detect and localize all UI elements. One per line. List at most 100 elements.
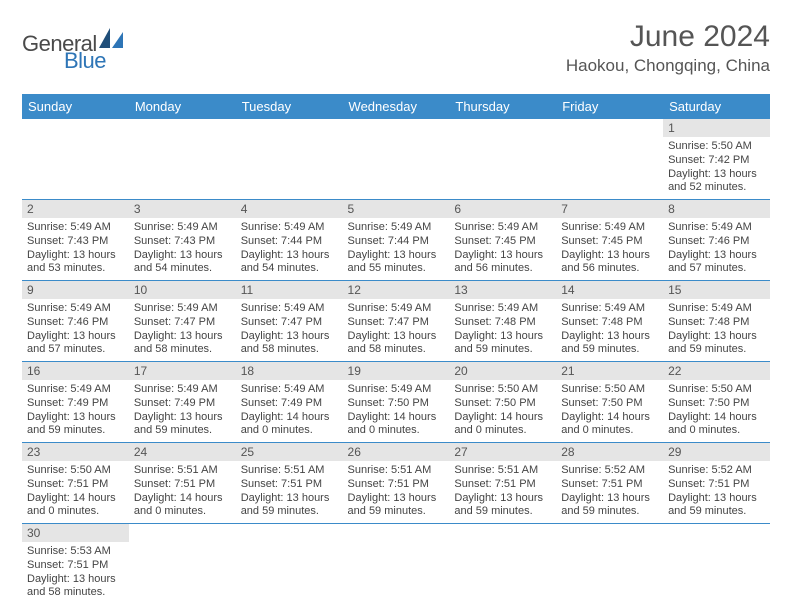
day-details: Sunrise: 5:50 AMSunset: 7:51 PMDaylight:… [22,461,129,523]
daylight-text: Daylight: 13 hours and 52 minutes. [668,168,765,196]
day-number: 27 [449,443,556,461]
day-details: Sunrise: 5:49 AMSunset: 7:47 PMDaylight:… [236,299,343,361]
calendar-day-cell [556,524,663,605]
calendar-day-cell: 29Sunrise: 5:52 AMSunset: 7:51 PMDayligh… [663,443,770,524]
sunrise-text: Sunrise: 5:49 AM [668,302,765,316]
sunset-text: Sunset: 7:48 PM [668,316,765,330]
sunset-text: Sunset: 7:47 PM [241,316,338,330]
day-number [663,524,770,542]
sunrise-text: Sunrise: 5:51 AM [134,464,231,478]
day-number [449,119,556,137]
day-number: 26 [343,443,450,461]
daylight-text: Daylight: 13 hours and 59 minutes. [561,330,658,358]
calendar-table: Sunday Monday Tuesday Wednesday Thursday… [22,94,770,604]
day-details: Sunrise: 5:49 AMSunset: 7:47 PMDaylight:… [129,299,236,361]
calendar-day-cell: 23Sunrise: 5:50 AMSunset: 7:51 PMDayligh… [22,443,129,524]
day-number: 19 [343,362,450,380]
day-number: 20 [449,362,556,380]
day-number [129,524,236,542]
day-details: Sunrise: 5:49 AMSunset: 7:46 PMDaylight:… [663,218,770,280]
day-details: Sunrise: 5:49 AMSunset: 7:49 PMDaylight:… [22,380,129,442]
day-details: Sunrise: 5:49 AMSunset: 7:43 PMDaylight:… [129,218,236,280]
sunset-text: Sunset: 7:46 PM [27,316,124,330]
day-details: Sunrise: 5:49 AMSunset: 7:49 PMDaylight:… [129,380,236,442]
day-number: 8 [663,200,770,218]
sunrise-text: Sunrise: 5:50 AM [668,383,765,397]
sunset-text: Sunset: 7:42 PM [668,154,765,168]
calendar-day-cell: 18Sunrise: 5:49 AMSunset: 7:49 PMDayligh… [236,362,343,443]
sunrise-text: Sunrise: 5:51 AM [454,464,551,478]
sunrise-text: Sunrise: 5:51 AM [241,464,338,478]
day-number: 3 [129,200,236,218]
sunrise-text: Sunrise: 5:50 AM [668,140,765,154]
weekday-header-row: Sunday Monday Tuesday Wednesday Thursday… [22,94,770,119]
sunset-text: Sunset: 7:43 PM [134,235,231,249]
daylight-text: Daylight: 13 hours and 59 minutes. [454,330,551,358]
sunrise-text: Sunrise: 5:51 AM [348,464,445,478]
day-details: Sunrise: 5:49 AMSunset: 7:49 PMDaylight:… [236,380,343,442]
day-number: 13 [449,281,556,299]
calendar-day-cell: 11Sunrise: 5:49 AMSunset: 7:47 PMDayligh… [236,281,343,362]
day-number: 30 [22,524,129,542]
day-details: Sunrise: 5:49 AMSunset: 7:45 PMDaylight:… [449,218,556,280]
sunrise-text: Sunrise: 5:53 AM [27,545,124,559]
calendar-day-cell: 9Sunrise: 5:49 AMSunset: 7:46 PMDaylight… [22,281,129,362]
day-details: Sunrise: 5:49 AMSunset: 7:48 PMDaylight:… [663,299,770,361]
daylight-text: Daylight: 13 hours and 57 minutes. [668,249,765,277]
calendar-day-cell: 15Sunrise: 5:49 AMSunset: 7:48 PMDayligh… [663,281,770,362]
logo-text-blue: Blue [64,48,106,73]
daylight-text: Daylight: 14 hours and 0 minutes. [27,492,124,520]
weekday-header: Sunday [22,94,129,119]
calendar-day-cell: 13Sunrise: 5:49 AMSunset: 7:48 PMDayligh… [449,281,556,362]
sunrise-text: Sunrise: 5:49 AM [561,221,658,235]
daylight-text: Daylight: 13 hours and 59 minutes. [241,492,338,520]
daylight-text: Daylight: 13 hours and 59 minutes. [27,411,124,439]
day-number: 6 [449,200,556,218]
day-details: Sunrise: 5:50 AMSunset: 7:50 PMDaylight:… [663,380,770,442]
sunrise-text: Sunrise: 5:49 AM [27,383,124,397]
calendar-day-cell [343,119,450,200]
day-number: 4 [236,200,343,218]
day-details: Sunrise: 5:49 AMSunset: 7:43 PMDaylight:… [22,218,129,280]
sunrise-text: Sunrise: 5:49 AM [134,383,231,397]
day-number: 11 [236,281,343,299]
sunset-text: Sunset: 7:48 PM [561,316,658,330]
daylight-text: Daylight: 13 hours and 57 minutes. [27,330,124,358]
calendar-day-cell [556,119,663,200]
daylight-text: Daylight: 13 hours and 59 minutes. [668,330,765,358]
weekday-header: Friday [556,94,663,119]
day-number: 22 [663,362,770,380]
day-number: 24 [129,443,236,461]
weekday-header: Saturday [663,94,770,119]
day-number: 15 [663,281,770,299]
weekday-header: Thursday [449,94,556,119]
calendar-day-cell: 22Sunrise: 5:50 AMSunset: 7:50 PMDayligh… [663,362,770,443]
calendar-week-row: 1 Sunrise: 5:50 AMSunset: 7:42 PMDaylight… [22,119,770,200]
daylight-text: Daylight: 13 hours and 59 minutes. [561,492,658,520]
calendar-day-cell: 4Sunrise: 5:49 AMSunset: 7:44 PMDaylight… [236,200,343,281]
sunset-text: Sunset: 7:47 PM [134,316,231,330]
day-details: Sunrise: 5:49 AMSunset: 7:44 PMDaylight:… [343,218,450,280]
calendar-day-cell: 26Sunrise: 5:51 AMSunset: 7:51 PMDayligh… [343,443,450,524]
daylight-text: Daylight: 13 hours and 59 minutes. [348,492,445,520]
sunrise-text: Sunrise: 5:50 AM [454,383,551,397]
sunset-text: Sunset: 7:49 PM [27,397,124,411]
calendar-day-cell: 21Sunrise: 5:50 AMSunset: 7:50 PMDayligh… [556,362,663,443]
sunset-text: Sunset: 7:49 PM [241,397,338,411]
daylight-text: Daylight: 14 hours and 0 minutes. [348,411,445,439]
day-number: 17 [129,362,236,380]
weekday-header: Tuesday [236,94,343,119]
sunset-text: Sunset: 7:50 PM [668,397,765,411]
calendar-day-cell [22,119,129,200]
day-details: Sunrise: 5:51 AMSunset: 7:51 PMDaylight:… [343,461,450,523]
sunrise-text: Sunrise: 5:49 AM [668,221,765,235]
day-number: 1 [663,119,770,137]
sunset-text: Sunset: 7:51 PM [27,478,124,492]
day-number: 9 [22,281,129,299]
calendar-day-cell: 19Sunrise: 5:49 AMSunset: 7:50 PMDayligh… [343,362,450,443]
daylight-text: Daylight: 14 hours and 0 minutes. [241,411,338,439]
sunset-text: Sunset: 7:51 PM [454,478,551,492]
sunset-text: Sunset: 7:50 PM [561,397,658,411]
sunset-text: Sunset: 7:51 PM [561,478,658,492]
sunset-text: Sunset: 7:48 PM [454,316,551,330]
